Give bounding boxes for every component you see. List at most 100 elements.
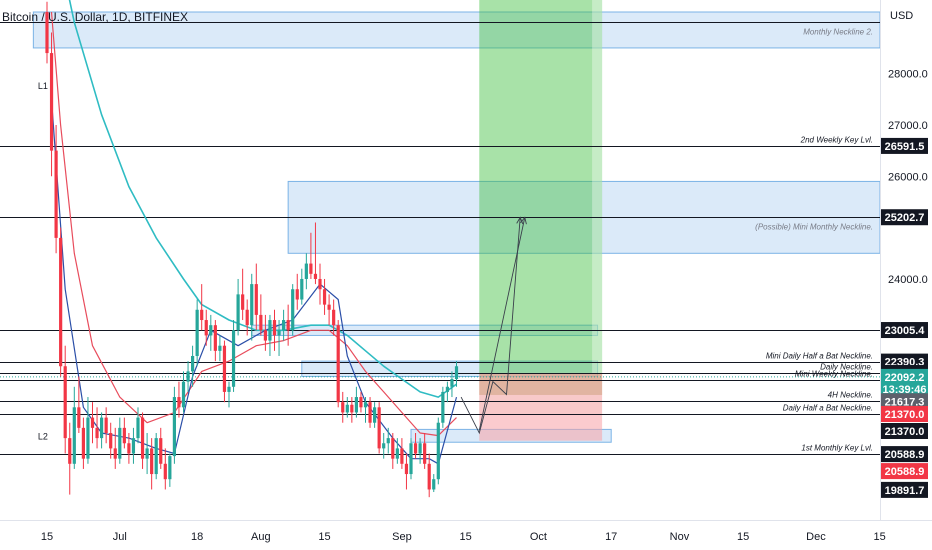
candle-body-48 bbox=[263, 330, 267, 341]
candle-body-87 bbox=[441, 391, 445, 423]
candle-body-3 bbox=[59, 237, 63, 367]
candle-body-38 bbox=[218, 345, 222, 351]
target-zone-edge bbox=[592, 0, 603, 373]
candle-body-40 bbox=[227, 386, 231, 392]
candle-body-14 bbox=[109, 432, 113, 449]
candle-body-8 bbox=[81, 427, 85, 459]
time-axis[interactable]: 15 Jul 18 Aug 15 Sep 15 Oct 17 Nov 15 Dec 15 bbox=[41, 531, 886, 543]
candle-body-61 bbox=[322, 289, 327, 305]
candle-body-7 bbox=[77, 407, 81, 428]
price-tag-10: 20588.9 bbox=[885, 466, 925, 478]
candle-body-53 bbox=[286, 320, 290, 331]
candle-body-37 bbox=[213, 325, 217, 351]
candle-body-9 bbox=[86, 417, 90, 459]
candle-body-27 bbox=[168, 456, 172, 480]
price-tag-bg-9 bbox=[881, 446, 928, 463]
candle-body-45 bbox=[250, 284, 254, 326]
candle-body-23 bbox=[150, 448, 154, 475]
candle-body-82 bbox=[418, 443, 422, 454]
projection-arrow-0 bbox=[460, 217, 521, 435]
time-tick-10: 15 bbox=[737, 531, 749, 543]
candle-body-31 bbox=[186, 371, 190, 382]
time-tick-4: 15 bbox=[318, 531, 330, 543]
candle-body-60 bbox=[318, 278, 322, 290]
level-label-9: 1st Monthly Key Lvl. bbox=[801, 444, 873, 453]
candle-body-28 bbox=[172, 397, 176, 457]
candle-body-57 bbox=[304, 263, 308, 279]
price-tag-bg-2 bbox=[881, 322, 928, 339]
price-tag-0: 26591.5 bbox=[885, 141, 925, 153]
candle-body-52 bbox=[282, 320, 286, 331]
candle-body-72 bbox=[373, 407, 377, 423]
price-tag-11: 19891.7 bbox=[885, 485, 925, 497]
candle-body-75 bbox=[386, 438, 390, 444]
candle-body-15 bbox=[113, 448, 117, 459]
candle-body-6 bbox=[72, 407, 76, 464]
candle-body-26 bbox=[163, 463, 167, 480]
candle-body-30 bbox=[181, 381, 186, 408]
projection-arrow-1 bbox=[478, 217, 526, 431]
candle-body-21 bbox=[140, 417, 145, 459]
level-label-6: Mini Weekly Neckline. bbox=[795, 370, 873, 379]
candle-body-46 bbox=[254, 284, 258, 315]
candle-body-1 bbox=[49, 53, 54, 151]
price-tick-3: 28000.0 bbox=[888, 69, 928, 81]
price-tag-bg-11 bbox=[881, 481, 928, 498]
candle-body-39 bbox=[222, 345, 227, 392]
candle-body-63 bbox=[332, 309, 336, 326]
stop-zone bbox=[479, 413, 603, 441]
time-tick-0: 15 bbox=[41, 531, 53, 543]
candle-body-54 bbox=[291, 289, 295, 331]
time-tick-2: 18 bbox=[191, 531, 203, 543]
moving-average-line-2 bbox=[50, 99, 458, 465]
price-tick-1: 26000.0 bbox=[888, 171, 928, 183]
projection-arrowhead-1 bbox=[520, 216, 527, 225]
projection-layer bbox=[460, 216, 527, 435]
candle-body-42 bbox=[236, 294, 240, 331]
candle-body-43 bbox=[241, 294, 245, 310]
price-tag-5: 22092.2 bbox=[885, 372, 925, 384]
level-label-0: Monthly Neckline 2. bbox=[803, 28, 873, 37]
price-tag-bg-10 bbox=[881, 463, 928, 480]
candle-body-76 bbox=[391, 438, 395, 459]
level-label-1: 2nd Weekly Key Lvl. bbox=[800, 136, 873, 145]
candle-body-59 bbox=[313, 273, 318, 279]
price-axis[interactable]: 24000.0 26000.0 27000.0 28000.0 bbox=[888, 69, 928, 286]
candle-body-68 bbox=[354, 397, 358, 413]
time-tick-7: Oct bbox=[530, 531, 547, 543]
time-tick-1: Jul bbox=[113, 531, 127, 543]
candle-body-24 bbox=[154, 438, 158, 475]
time-tick-12: 15 bbox=[874, 531, 886, 543]
candle-body-34 bbox=[200, 309, 204, 321]
price-tag-bg-0 bbox=[881, 137, 928, 154]
price-tag-bg-1 bbox=[881, 209, 928, 226]
candle-body-83 bbox=[423, 443, 427, 464]
candle-body-0 bbox=[45, 12, 49, 54]
target-zone bbox=[479, 0, 603, 373]
candle-body-44 bbox=[245, 309, 249, 326]
candle-body-32 bbox=[191, 355, 195, 372]
price-tag-7: 21370.0 bbox=[885, 409, 925, 421]
candle-body-70 bbox=[363, 402, 368, 408]
currency-label[interactable]: USD bbox=[890, 10, 913, 22]
candle-body-50 bbox=[272, 320, 277, 336]
candle-body-49 bbox=[268, 320, 272, 341]
zone-0 bbox=[32, 11, 881, 49]
level-label-2: (Possible) Mini Monthly Neckline. bbox=[755, 223, 873, 232]
price-tag-bg-6 bbox=[881, 393, 928, 410]
price-tag-1: 25202.7 bbox=[885, 212, 925, 224]
price-tag-bg-8 bbox=[881, 422, 928, 439]
candle-body-41 bbox=[231, 330, 236, 387]
zone-3 bbox=[301, 360, 599, 378]
candle-body-55 bbox=[295, 289, 299, 300]
candle-body-89 bbox=[450, 379, 454, 387]
entry-overlap bbox=[479, 372, 603, 395]
price-tag-6: 21617.3 bbox=[885, 396, 925, 408]
price-tag-bg-5 bbox=[881, 368, 928, 397]
time-tick-11: Dec bbox=[806, 531, 826, 543]
level-label-4: Mini Daily Half a Bat Neckline. bbox=[766, 352, 873, 361]
candle-body-10 bbox=[90, 417, 95, 428]
candle-body-81 bbox=[413, 443, 418, 454]
